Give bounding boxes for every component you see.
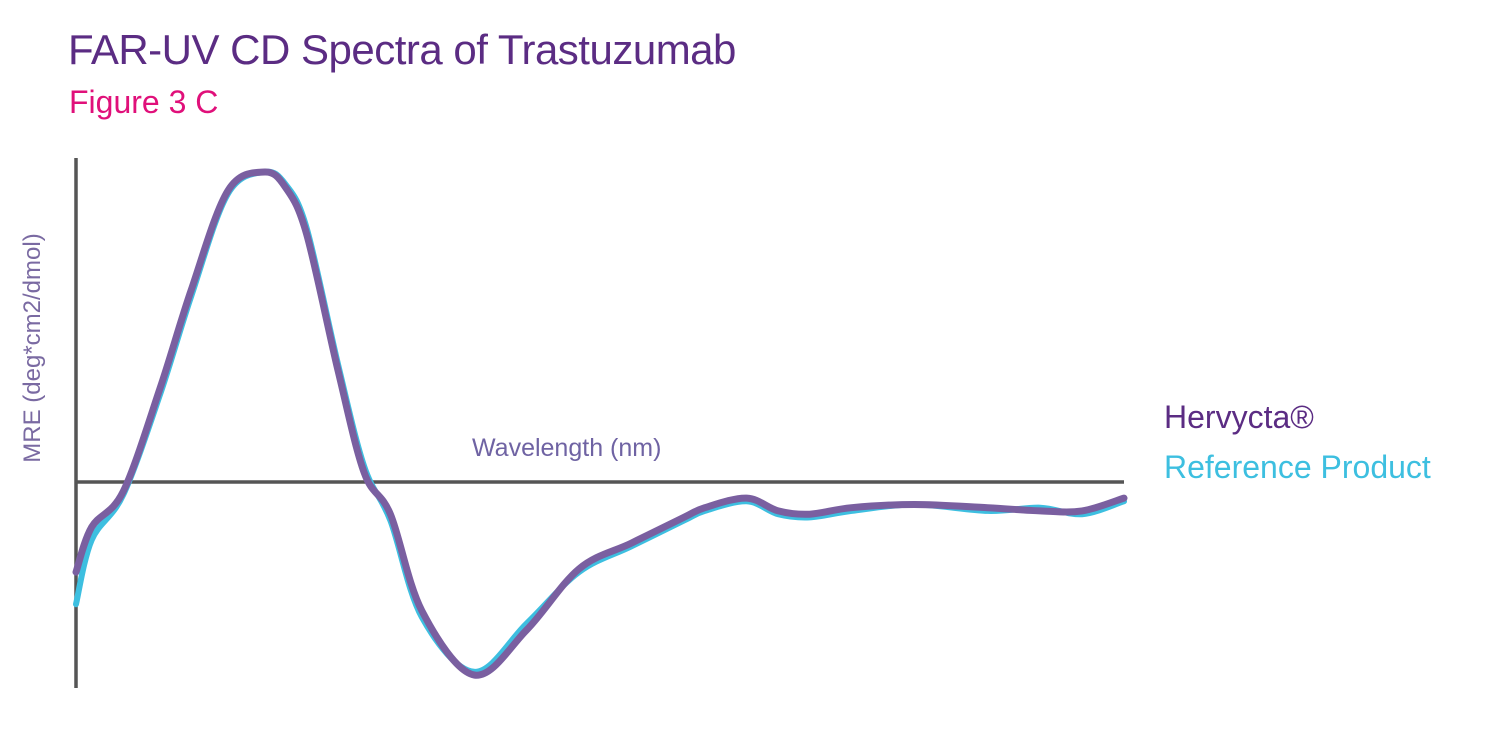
legend-item-reference-product: Reference Product	[1164, 449, 1431, 485]
x-axis-label: Wavelength (nm)	[472, 434, 662, 462]
chart-title: FAR-UV CD Spectra of Trastuzumab	[68, 26, 736, 73]
series-line-hervycta	[72, 168, 1128, 679]
series-layer	[72, 168, 1128, 679]
legend: Hervycta® Reference Product	[1164, 392, 1431, 492]
legend-item-hervycta: Hervycta®	[1164, 399, 1314, 435]
y-axis-label: MRE (deg*cm2/dmol)	[19, 233, 46, 463]
chart-subtitle: Figure 3 C	[69, 84, 219, 120]
series-line-reference-product	[73, 168, 1127, 675]
